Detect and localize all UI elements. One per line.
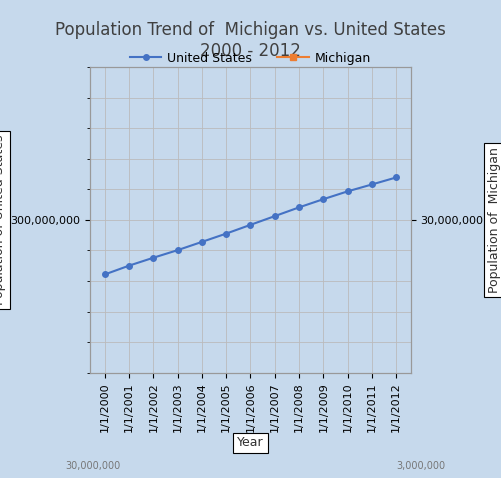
Title: Population Trend of  Michigan vs. United States
2000 - 2012: Population Trend of Michigan vs. United …	[55, 21, 446, 60]
United States	[345, 188, 351, 194]
United States	[175, 247, 181, 253]
United States	[296, 205, 302, 210]
Y-axis label: Population of  Michigan: Population of Michigan	[487, 147, 500, 293]
United States	[369, 182, 375, 187]
United States	[223, 231, 229, 237]
X-axis label: Year: Year	[237, 436, 264, 449]
Text: 3,000,000: 3,000,000	[397, 461, 446, 471]
United States	[150, 255, 156, 261]
United States	[199, 239, 205, 245]
Text: 30,000,000: 30,000,000	[65, 461, 120, 471]
Line: United States: United States	[102, 174, 399, 277]
United States	[320, 196, 326, 202]
United States	[272, 213, 278, 219]
United States	[247, 222, 254, 228]
Legend: United States, Michigan: United States, Michigan	[125, 47, 376, 70]
Y-axis label: Population of United States: Population of United States	[0, 135, 7, 305]
United States	[102, 272, 108, 277]
United States	[393, 174, 399, 180]
United States	[126, 263, 132, 269]
